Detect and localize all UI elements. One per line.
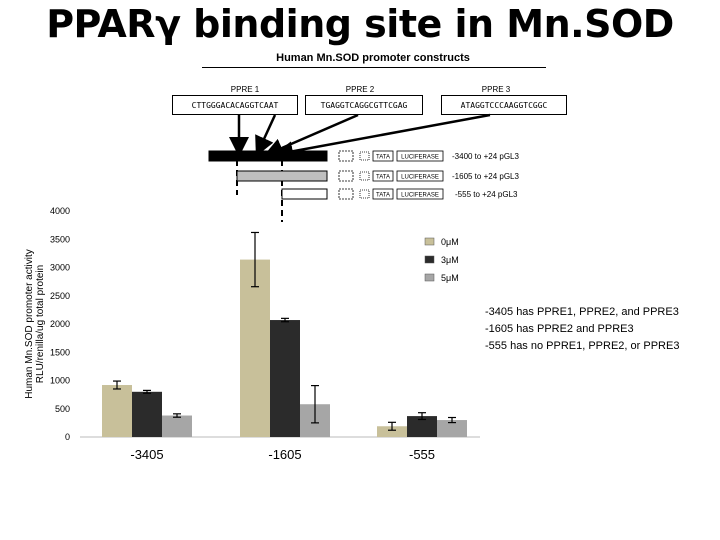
y-tick-label: 3500	[50, 234, 70, 244]
y-tick-label: 3000	[50, 263, 70, 273]
y-tick-label: 0	[65, 432, 70, 442]
ppre-arrow-4	[273, 113, 491, 162]
y-tick-label: 500	[55, 404, 70, 414]
note-555: -555 has no PPRE1, PPRE2, or PPRE3	[485, 340, 680, 352]
luciferase-label-2: LUCIFERASE	[401, 193, 439, 199]
dotted-box-0	[338, 150, 354, 162]
ppre1-sequence: CTTGGGACACAGGTCAAT	[172, 95, 298, 115]
y-tick-label: 1000	[50, 376, 70, 386]
x-tick-label: -3405	[130, 447, 163, 462]
promoter-constructs: TATA LUCIFERASE -3400 to +24 pGL3 TATA LUCIF…	[208, 150, 519, 200]
bar--1605-1	[270, 320, 300, 437]
slide-title: PPARγ binding site in Mn.SOD	[46, 2, 674, 46]
bar-chart: 0 500 1000 1500 2000 2500 3000 3500 4000 Human Mn…	[24, 206, 480, 462]
bar--3405-1	[132, 391, 162, 437]
luciferase-label-1: LUCIFERASE	[401, 175, 439, 181]
tata-box-1	[372, 170, 394, 182]
bar--3405-2	[162, 415, 192, 437]
ppre1-label: PPRE 1	[230, 85, 260, 94]
legend-label-1: 3μM	[441, 255, 459, 265]
ppre2-sequence: TGAGGTCAGGCGTTCGAG	[305, 95, 423, 115]
subtitle-rule	[202, 67, 546, 68]
legend-label-0: 0μM	[441, 237, 459, 247]
construct-name-0: -3400 to +24 pGL3	[452, 152, 519, 161]
bar--555-1	[407, 416, 437, 437]
luciferase-label-0: LUCIFERASE	[401, 155, 439, 161]
dotted-box-2	[338, 188, 354, 200]
y-tick-label: 1500	[50, 347, 70, 357]
ppre-arrows	[229, 113, 491, 222]
y-tick-label: 2500	[50, 291, 70, 301]
construct-bar-0	[208, 150, 328, 162]
y-axis-label-line-0: Human Mn.SOD promoter activity	[24, 249, 35, 399]
luciferase-box-2	[396, 188, 444, 200]
ppre3-label: PPRE 3	[481, 85, 511, 94]
subtitle: Human Mn.SOD promoter constructs	[276, 52, 470, 64]
ppre2-label: PPRE 2	[345, 85, 375, 94]
bar--555-0	[377, 426, 407, 437]
tata-label-1: TATA	[376, 175, 390, 181]
construct-name-2: -555 to +24 pGL3	[455, 190, 518, 199]
hatched-box-1	[359, 171, 370, 181]
note-3405: -3405 has PPRE1, PPRE2, and PPRE3	[485, 306, 679, 318]
luciferase-box-1	[396, 170, 444, 182]
ppre3-sequence: ATAGGTCCCAAGGTCGGC	[441, 95, 567, 115]
y-tick-label: 4000	[50, 206, 70, 216]
y-axis-label: Human Mn.SOD promoter activityRLU/renill…	[24, 249, 46, 399]
hatched-box-2	[359, 189, 370, 199]
tata-box-2	[372, 188, 394, 200]
x-tick-label: -555	[409, 447, 435, 462]
x-tick-label: -1605	[268, 447, 301, 462]
tata-box-0	[372, 150, 394, 162]
legend-swatch-0	[424, 237, 435, 246]
tata-label-2: TATA	[376, 193, 390, 199]
construct-bar-2	[281, 188, 328, 200]
ppre-arrow-2	[255, 114, 277, 157]
luciferase-box-0	[396, 150, 444, 162]
dotted-box-1	[338, 170, 354, 182]
construct-name-1: -1605 to +24 pGL3	[452, 172, 519, 181]
legend-label-2: 5μM	[441, 273, 459, 283]
legend-swatch-1	[424, 255, 435, 264]
bar--555-2	[437, 420, 467, 437]
bar--3405-0	[102, 385, 132, 437]
legend-swatch-2	[424, 273, 435, 282]
hatched-box-0	[359, 151, 370, 161]
note-1605: -1605 has PPRE2 and PPRE3	[485, 323, 634, 335]
y-tick-label: 2000	[50, 319, 70, 329]
construct-bar-1	[236, 170, 328, 182]
y-axis-label-line-1: RLU/renilla/ug total protein	[35, 265, 46, 383]
bar--1605-0	[240, 259, 270, 437]
tata-label-0: TATA	[376, 155, 390, 161]
